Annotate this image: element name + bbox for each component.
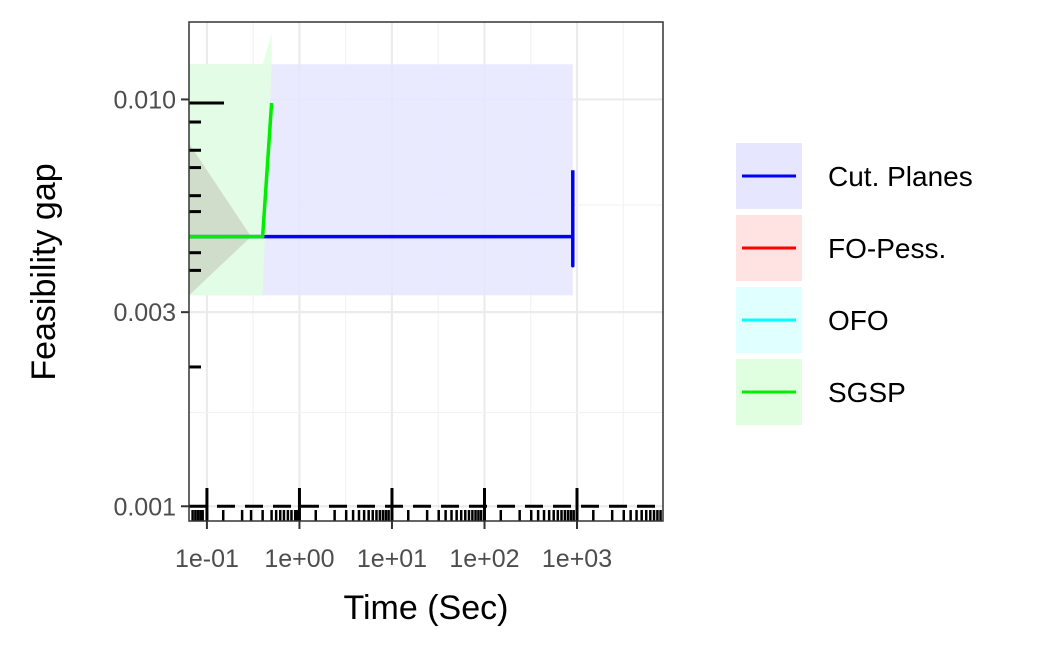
legend-sgsp-label: SGSP (828, 377, 906, 408)
series-lines (189, 102, 575, 268)
legend-fo-pess--label: FO-Pess. (828, 233, 946, 264)
x-axis-title: Time (Sec) (344, 589, 509, 627)
x-tick-label-0: 1e-01 (175, 545, 239, 573)
panel-border (188, 21, 664, 522)
x-tick-label-2: 1e+01 (357, 545, 427, 573)
y-tick-label-0: 0.001 (113, 493, 176, 521)
band-gray (189, 143, 252, 296)
x-tick-label-3: 1e+02 (449, 545, 519, 573)
line-cut-planes (189, 170, 575, 268)
axes: 0.001 0.003 0.010 1e-01 1e+00 1e+01 1e+02 1e+03 (113, 86, 612, 573)
y-tick-label-1: 0.003 (113, 299, 176, 327)
line-sgsp (189, 102, 274, 239)
confidence-bands (189, 33, 573, 296)
y-axis-title: Feasibility gap (25, 163, 63, 380)
legend-cut-planes-label: Cut. Planes (828, 161, 973, 192)
legend-ofo-label: OFO (828, 305, 889, 336)
legend: Cut. Planes FO-Pess. OFO SGSP (736, 143, 973, 425)
band-sgsp (189, 33, 272, 296)
x-tick-label-4: 1e+03 (542, 545, 612, 573)
x-tick-label-1: 1e+00 (264, 545, 334, 573)
y-tick-label-2: 0.010 (113, 86, 176, 114)
